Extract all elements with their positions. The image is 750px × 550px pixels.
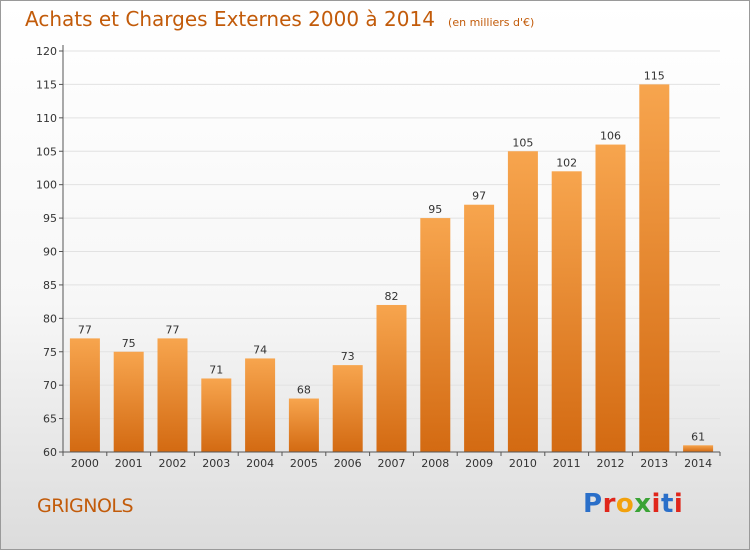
bar-2005 [288,398,319,452]
bar-2006 [332,365,363,452]
value-label-2011: 102 [556,156,577,169]
value-label-2000: 77 [78,323,92,336]
bar-2000 [69,338,100,452]
bar-2008 [420,218,451,452]
x-tick-label-2000: 2000 [71,457,99,470]
y-tick-label: 95 [43,212,57,225]
value-label-2003: 71 [209,363,223,376]
y-tick-label: 110 [36,112,57,125]
y-tick-label: 75 [43,346,57,359]
bar-2007 [376,304,407,452]
x-tick-label-2001: 2001 [115,457,143,470]
value-label-2013: 115 [644,69,665,82]
bar-2009 [464,204,495,452]
value-label-2008: 95 [428,203,442,216]
value-label-2007: 82 [385,290,399,303]
y-tick-label: 70 [43,379,57,392]
town-name: GRIGNOLS [37,495,134,517]
x-tick-label-2007: 2007 [378,457,406,470]
x-tick-label-2014: 2014 [684,457,712,470]
proxiti-logo[interactable]: Proxiti [583,489,683,519]
y-tick-label: 65 [43,413,57,426]
bar-2013 [639,84,670,453]
x-tick-label-2008: 2008 [421,457,449,470]
y-tick-label: 90 [43,246,57,259]
logo-letter: o [615,489,635,519]
bar-2014 [683,445,714,452]
value-label-2012: 106 [600,130,621,143]
value-label-2009: 97 [472,190,486,203]
bar-2001 [113,351,144,452]
axes [59,45,721,456]
x-tick-label-2005: 2005 [290,457,318,470]
y-tick-label: 100 [36,179,57,192]
chart-title: Achats et Charges Externes 2000 à 2014 [25,7,435,31]
x-tick-label-2003: 2003 [202,457,230,470]
value-label-2010: 105 [512,136,533,149]
bar-2002 [157,338,188,452]
bar-2011 [551,171,582,453]
value-label-2014: 61 [691,430,705,443]
x-tick-label-2002: 2002 [159,457,187,470]
logo-letter: t [660,489,674,519]
value-label-2005: 68 [297,384,311,397]
unit-note: (en milliers d'€) [448,16,535,29]
value-label-2002: 77 [166,323,180,336]
y-tick-label: 60 [43,446,57,459]
logo-letter: i [673,489,684,519]
logo-letter: x [634,489,652,519]
bar-2010 [507,151,538,452]
value-label-2001: 75 [122,337,136,350]
y-tick-label: 105 [36,145,57,158]
x-tick-label-2004: 2004 [246,457,274,470]
x-tick-label-2013: 2013 [640,457,668,470]
x-tick-label-2012: 2012 [597,457,625,470]
value-label-2004: 74 [253,343,267,356]
value-label-2006: 73 [341,350,355,363]
title-row: Achats et Charges Externes 2000 à 2014 (… [25,7,534,31]
y-tick-label: 120 [36,45,57,58]
y-tick-label: 80 [43,312,57,325]
logo-letter: i [651,489,661,519]
x-tick-label-2011: 2011 [553,457,581,470]
bar-2003 [201,378,232,452]
x-tick-label-2009: 2009 [465,457,493,470]
logo-letter: P [583,489,603,519]
labels: 60 65 70 75 80 85 90 95 100 105 110 115 120 77 2000 75 2… [36,45,712,470]
bars [69,84,714,453]
logo-letter: r [602,489,616,519]
y-tick-label: 85 [43,279,57,292]
y-tick-label: 115 [36,78,57,91]
x-tick-label-2010: 2010 [509,457,537,470]
x-tick-label-2006: 2006 [334,457,362,470]
bar-2012 [595,144,626,453]
bar-2004 [245,358,276,452]
